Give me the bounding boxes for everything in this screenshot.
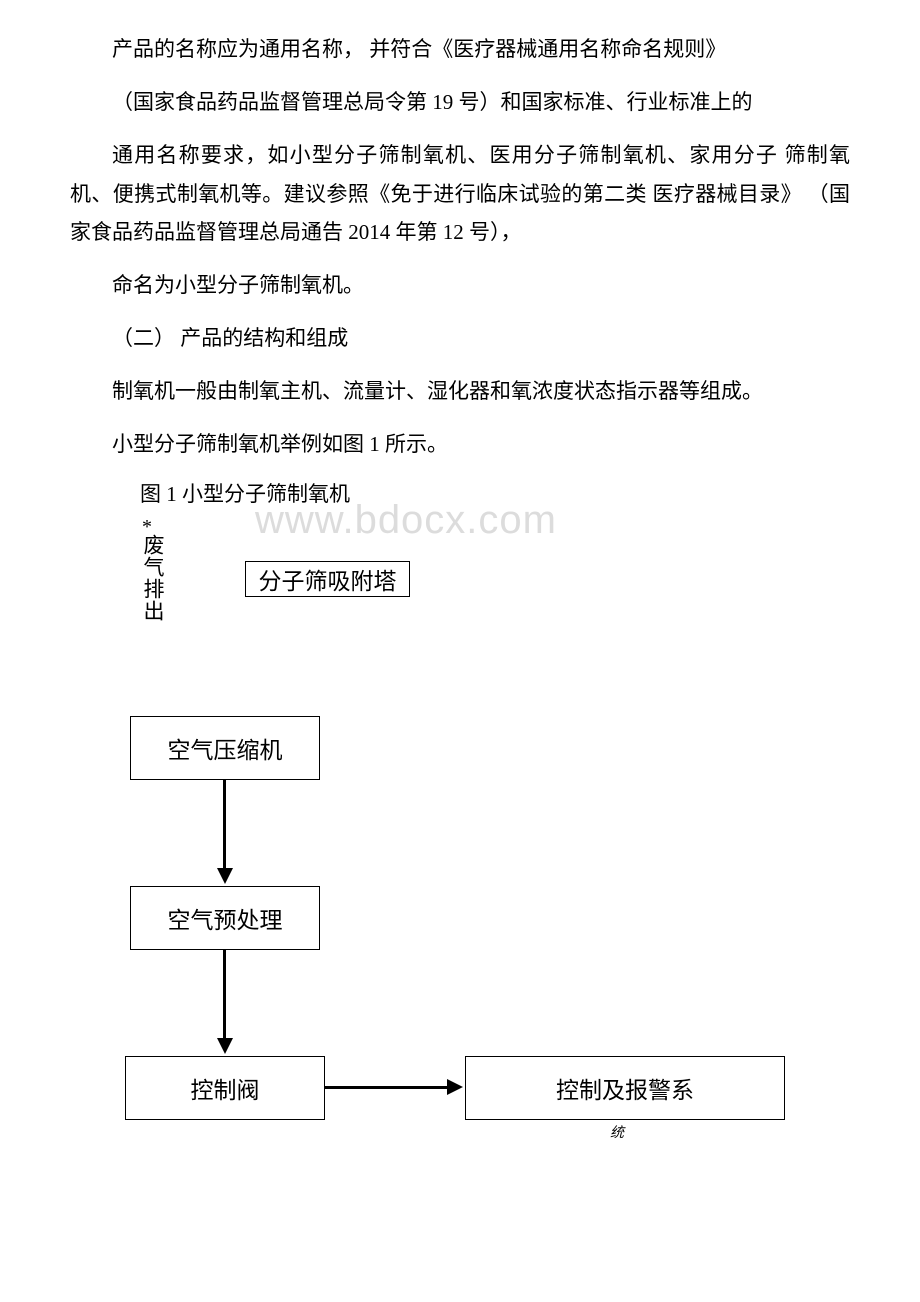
flowchart-diagram: * 废气排出 分子筛吸附塔 空气压缩机 空气预处理 控制阀 控制及报警系 统 [70,516,850,1156]
node-valve-label: 控制阀 [185,1071,266,1105]
arrow-valve-alarm [325,1086,449,1089]
arrow-head-valve-alarm [447,1079,463,1095]
arrow-pretreat-valve [223,950,226,1040]
node-valve: 控制阀 [125,1056,325,1120]
node-alarm-label: 控制及报警系 [550,1071,700,1105]
node-tower-label: 分子筛吸附塔 [253,562,403,596]
paragraph-7: 小型分子筛制氧机举例如图 1 所示。 [70,425,850,464]
paragraph-4: 命名为小型分子筛制氧机。 [70,266,850,305]
vertical-label-exhaust: 废气排出 [138,534,168,622]
node-alarm-overflow: 统 [610,1122,624,1142]
paragraph-3: 通用名称要求，如小型分子筛制氧机、医用分子筛制氧机、家用分子 筛制氧机、便携式制… [70,136,850,253]
arrow-compressor-pretreat [223,780,226,870]
node-alarm: 控制及报警系 [465,1056,785,1120]
arrow-head-compressor-pretreat [217,868,233,884]
node-pretreat-label: 空气预处理 [162,901,289,935]
node-compressor: 空气压缩机 [130,716,320,780]
node-pretreat: 空气预处理 [130,886,320,950]
node-tower: 分子筛吸附塔 [245,561,410,597]
arrow-head-pretreat-valve [217,1038,233,1054]
paragraph-6: 制氧机一般由制氧主机、流量计、湿化器和氧浓度状态指示器等组成。 [70,372,850,411]
paragraph-5: （二） 产品的结构和组成 [70,319,850,358]
paragraph-1: 产品的名称应为通用名称， 并符合《医疗器械通用名称命名规则》 [70,30,850,69]
node-compressor-label: 空气压缩机 [162,731,289,765]
paragraph-2: （国家食品药品监督管理总局令第 19 号）和国家标准、行业标准上的 [70,83,850,122]
figure-caption: 图 1 小型分子筛制氧机 [140,478,850,508]
